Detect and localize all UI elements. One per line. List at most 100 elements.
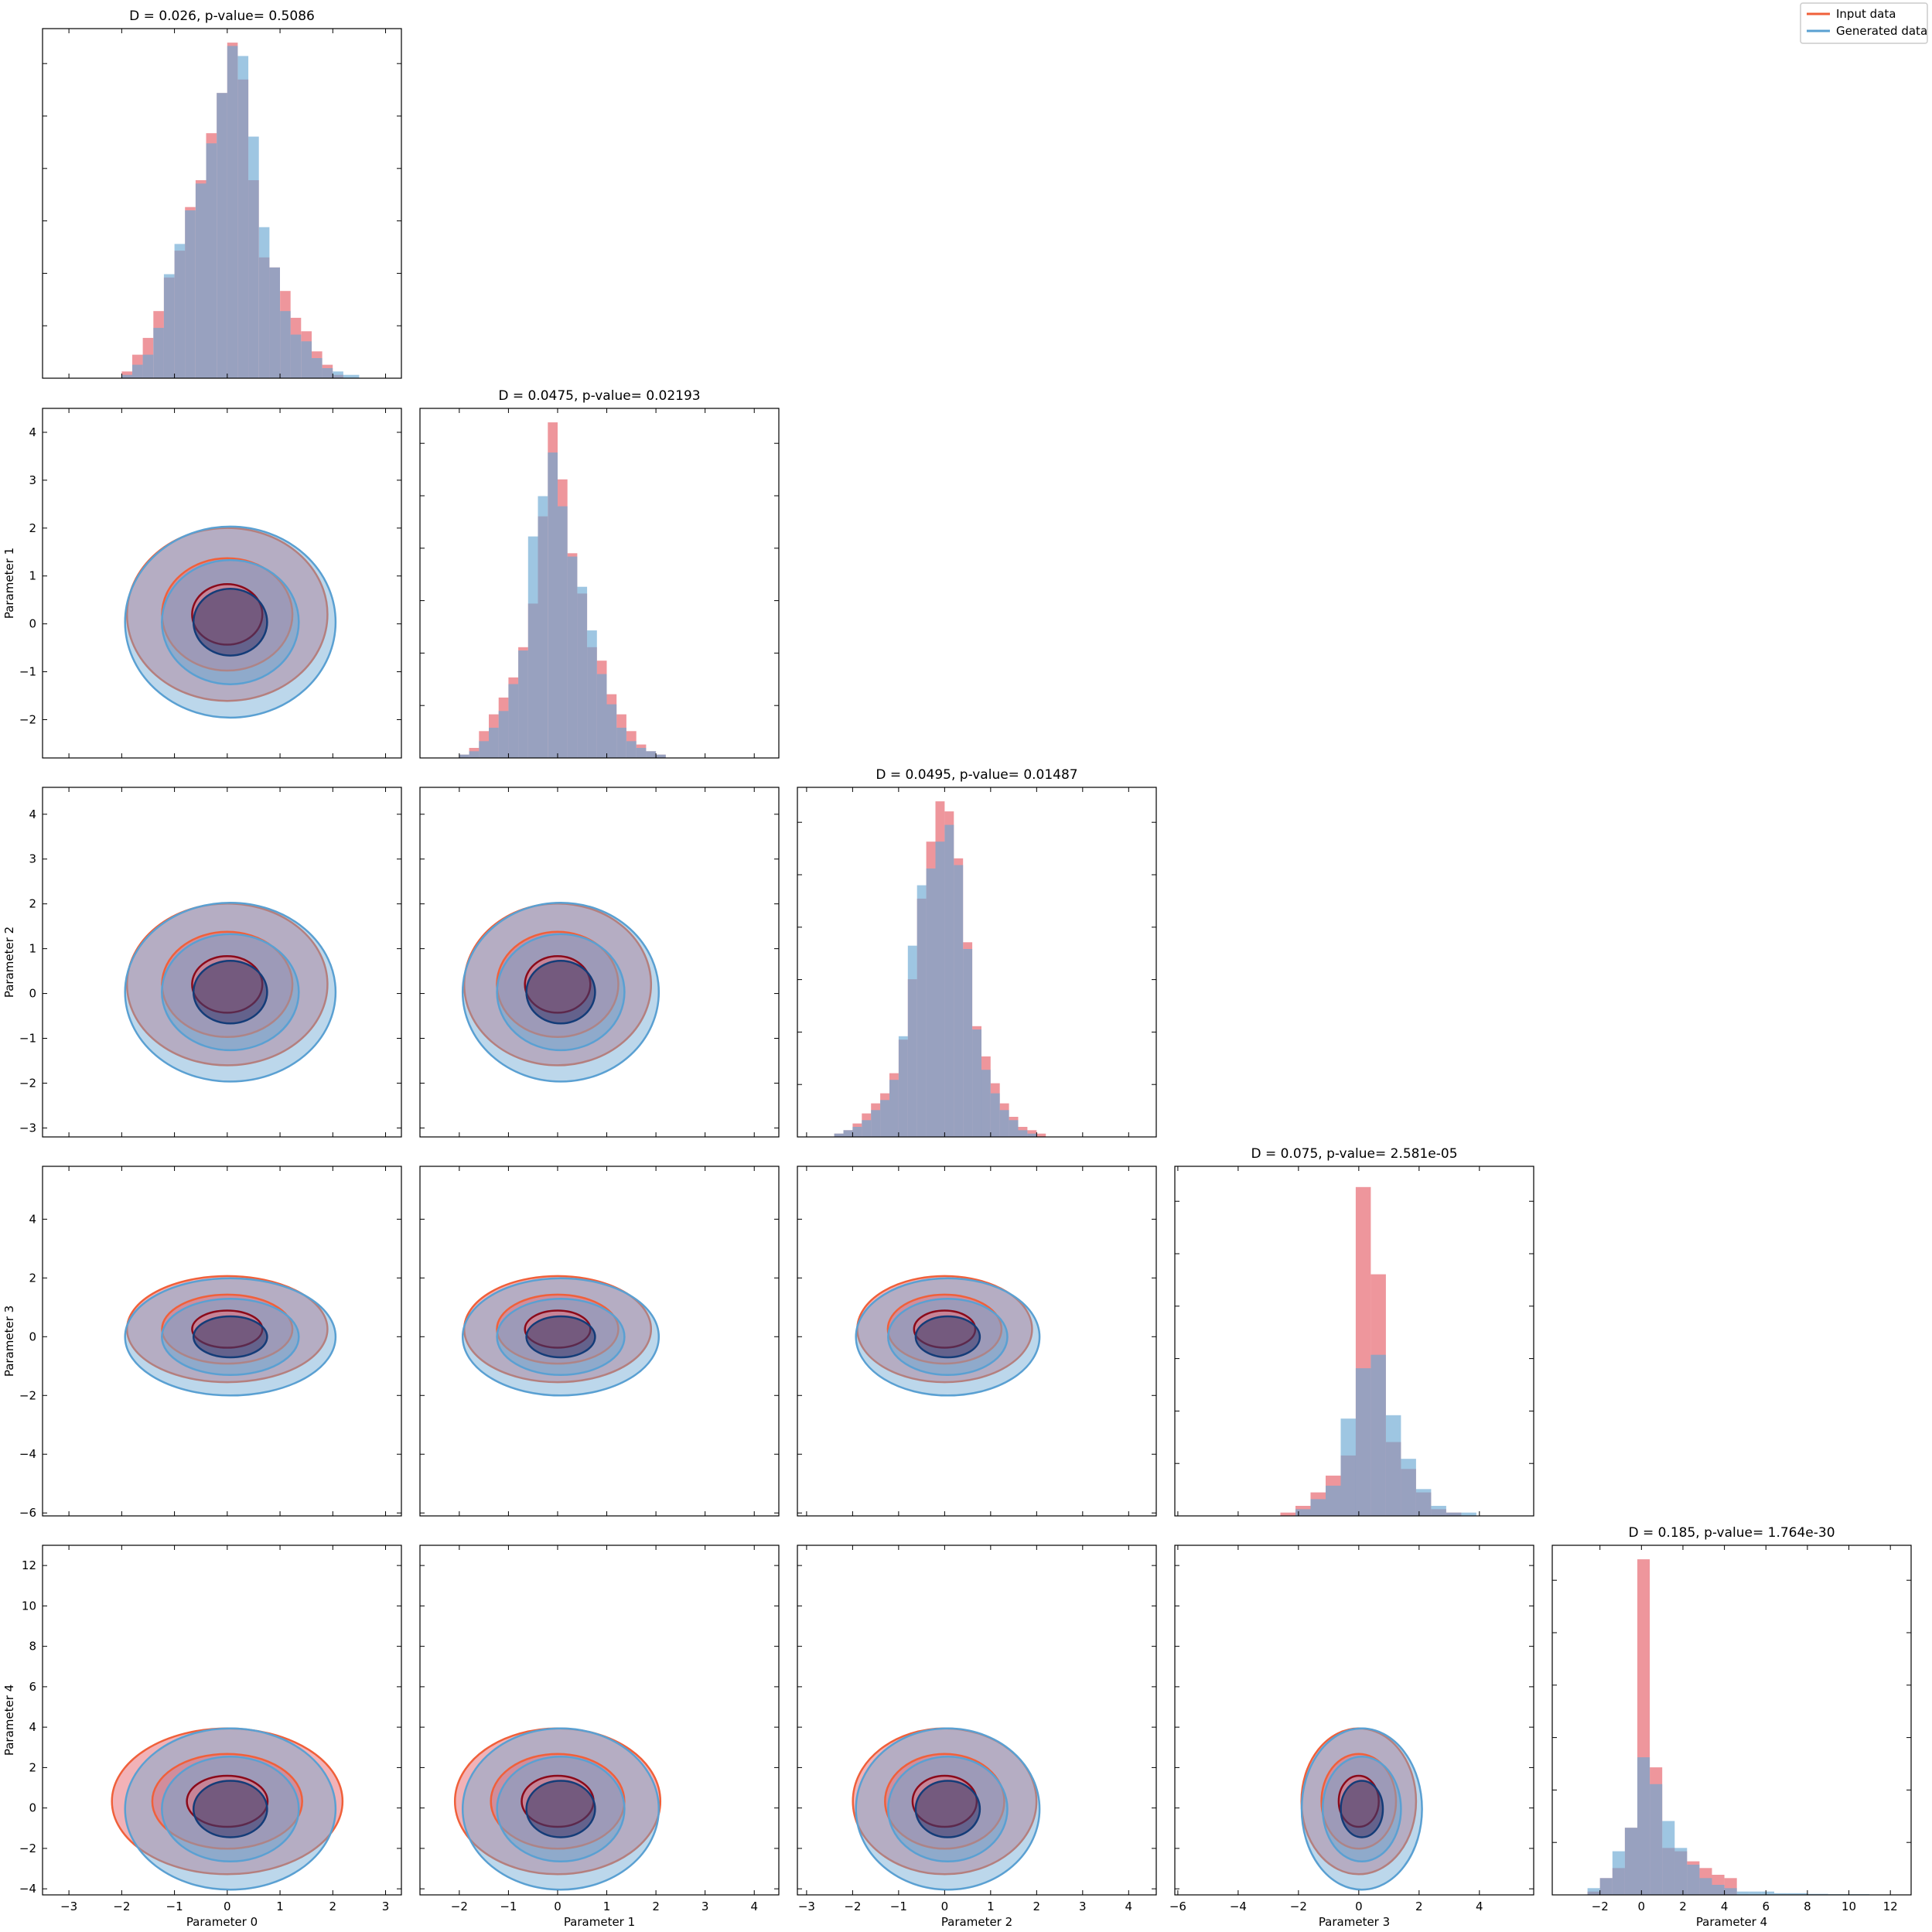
x-tick-label-3: 0 — [1355, 1900, 1363, 1913]
x-axis-label-4: Parameter 4 — [1696, 1915, 1767, 1929]
panel-4-1: −2 −1 0 1 2 3 4 Parameter 1 — [419, 1545, 780, 1929]
x-tick-label-4: −2 — [1592, 1900, 1609, 1913]
y-tick-label-1: 4 — [29, 425, 36, 439]
x-tick-label-4: 12 — [1883, 1900, 1898, 1913]
hist-bar-generated-4-1 — [1599, 1878, 1613, 1895]
hist-bar-generated-4-8 — [1687, 1864, 1700, 1895]
hist-bar-generated-0-20 — [333, 371, 343, 378]
hist-bar-generated-4-12 — [1736, 1891, 1749, 1895]
panel-frame-3-3 — [1174, 1166, 1534, 1517]
y-tick-label-3: 2 — [29, 1271, 36, 1285]
y-tick-label-2: 0 — [29, 987, 36, 1001]
y-tick-label-3: −4 — [19, 1447, 36, 1461]
y-tick-label-1: 2 — [29, 521, 36, 535]
hist-bar-generated-0-10 — [227, 46, 238, 379]
legend-frame — [1800, 2, 1928, 44]
x-tick-label-1: 2 — [652, 1900, 660, 1913]
hist-bar-generated-4-4 — [1637, 1757, 1650, 1895]
hist-bar-generated-2-6 — [880, 1100, 889, 1137]
x-tick-label-0: 3 — [382, 1900, 390, 1913]
contour-generated-inner — [1340, 1780, 1384, 1838]
hist-bar-generated-4-14 — [1761, 1891, 1774, 1895]
hist-bar-generated-2-14 — [954, 865, 964, 1137]
panel-3-1 — [419, 1166, 780, 1517]
x-tick-label-0: −1 — [166, 1900, 183, 1913]
hist-bar-generated-1-6 — [518, 650, 528, 758]
panel-frame-4-2 — [797, 1545, 1157, 1896]
hist-bar-generated-0-9 — [217, 93, 227, 378]
y-tick-label-2: 2 — [29, 897, 36, 911]
hist-bar-generated-2-7 — [889, 1080, 899, 1137]
contour-generated-inner — [192, 587, 268, 657]
hist-bar-generated-1-17 — [626, 741, 637, 758]
hist-bar-generated-2-11 — [926, 868, 936, 1137]
hist-bar-generated-3-9 — [1415, 1489, 1432, 1516]
hist-bar-generated-2-17 — [981, 1070, 991, 1137]
y-tick-label-1: 3 — [29, 473, 36, 487]
x-tick-label-3: 4 — [1476, 1900, 1483, 1913]
y-tick-label-2: 3 — [29, 852, 36, 866]
hist-bar-generated-3-10 — [1431, 1506, 1446, 1516]
y-tick-label-2: 4 — [29, 807, 36, 821]
hist-bar-generated-1-2 — [479, 741, 489, 758]
hist-bar-generated-4-3 — [1624, 1828, 1637, 1895]
y-tick-label-3: 4 — [29, 1212, 36, 1226]
hist-bar-generated-2-8 — [898, 1036, 908, 1137]
x-tick-label-2: 0 — [941, 1900, 949, 1913]
x-axis-label-3: Parameter 3 — [1319, 1915, 1390, 1929]
hist-bar-generated-1-0 — [459, 754, 469, 758]
hist-bar-generated-3-5 — [1355, 1368, 1371, 1516]
hist-bar-generated-0-1 — [132, 364, 143, 378]
panel-1-0: −2 −1 0 1 2 3 4 Parameter 1 — [2, 408, 402, 759]
y-tick-label-4: 4 — [29, 1720, 36, 1734]
hist-bar-generated-2-12 — [935, 841, 945, 1137]
y-tick-label-4: 12 — [22, 1558, 36, 1572]
hist-bar-generated-0-0 — [121, 374, 132, 378]
hist-bar-generated-2-18 — [990, 1093, 1000, 1137]
y-tick-label-2: 1 — [29, 942, 36, 956]
hist-bar-generated-4-15 — [1774, 1893, 1787, 1895]
y-tick-label-4: 10 — [22, 1599, 36, 1613]
hist-bar-generated-2-22 — [1027, 1133, 1037, 1137]
hist-bar-generated-4-11 — [1724, 1888, 1737, 1895]
x-tick-label-0: 0 — [224, 1900, 231, 1913]
hist-bar-generated-3-8 — [1401, 1459, 1416, 1516]
y-axis-label-3: Parameter 3 — [2, 1306, 16, 1377]
panel-frame-1-1 — [419, 408, 780, 759]
x-tick-label-0: −3 — [60, 1900, 77, 1913]
panel-frame-4-3 — [1174, 1545, 1534, 1896]
hist-bar-generated-4-7 — [1674, 1848, 1688, 1895]
hist-bar-generated-3-3 — [1326, 1485, 1341, 1516]
hist-bar-generated-2-21 — [1018, 1130, 1028, 1137]
x-tick-label-2: −3 — [798, 1900, 815, 1913]
panel-4-2: −3 −2 −1 0 1 2 3 4 Parameter 2 — [797, 1545, 1157, 1929]
hist-bar-generated-2-15 — [963, 949, 973, 1137]
y-tick-label-1: 1 — [29, 569, 36, 583]
hist-bar-generated-4-16 — [1787, 1893, 1807, 1895]
legend-generated-label: Generated data — [1836, 24, 1927, 38]
x-axis-label-0: Parameter 0 — [186, 1915, 258, 1929]
hist-bar-generated-0-18 — [312, 358, 323, 378]
hist-bar-generated-2-2 — [843, 1130, 853, 1137]
hist-bar-generated-2-4 — [862, 1120, 872, 1137]
hist-bar-input-2-22 — [1027, 1130, 1037, 1137]
panel-frame-2-1 — [419, 787, 780, 1138]
x-tick-label-3: 2 — [1415, 1900, 1423, 1913]
x-tick-label-0: 1 — [276, 1900, 284, 1913]
x-tick-label-2: 4 — [1125, 1900, 1133, 1913]
y-tick-label-3: 0 — [29, 1330, 36, 1343]
x-tick-label-1: 3 — [701, 1900, 709, 1913]
y-axis-label-2: Parameter 2 — [2, 927, 16, 998]
hist-bar-input-3-0 — [1280, 1512, 1295, 1516]
y-tick-label-3: −2 — [19, 1388, 36, 1402]
hist-bar-generated-3-12 — [1461, 1512, 1476, 1516]
hist-bar-generated-0-8 — [206, 143, 217, 379]
legend-input-label: Input data — [1836, 7, 1896, 21]
hist-bar-generated-4-17 — [1807, 1893, 1828, 1895]
panel-frame-3-1 — [419, 1166, 780, 1517]
hist-bar-generated-1-1 — [469, 751, 480, 758]
hist-bar-generated-3-2 — [1310, 1499, 1326, 1516]
contour-generated-inner — [192, 960, 268, 1025]
x-tick-label-3: −4 — [1230, 1900, 1247, 1913]
